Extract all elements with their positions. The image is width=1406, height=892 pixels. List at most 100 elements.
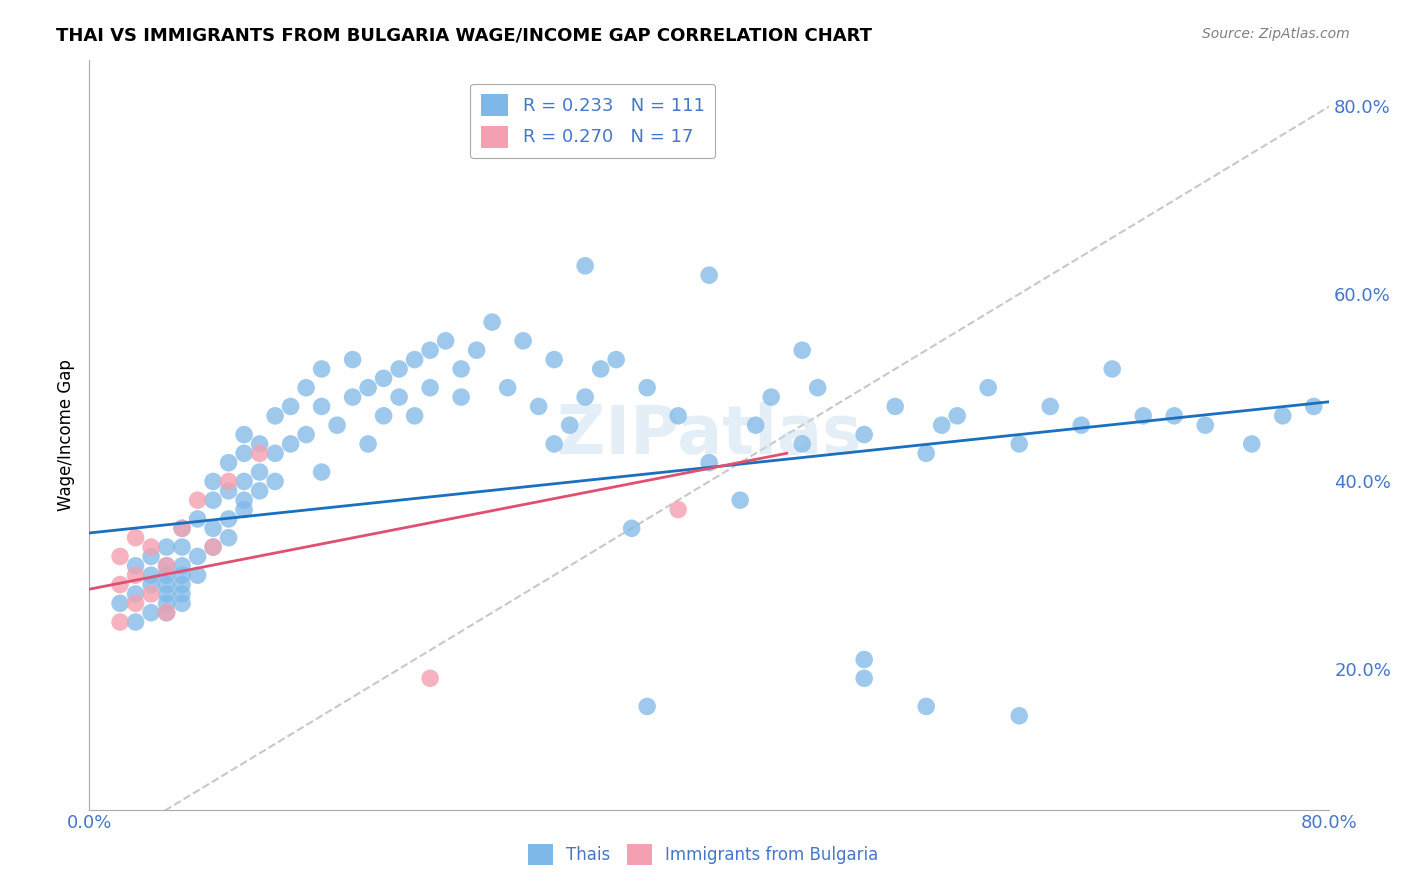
Point [589, 362, 612, 376]
Point [419, 671, 441, 685]
Point [218, 475, 240, 489]
Point [264, 475, 287, 489]
Point [1070, 418, 1092, 433]
Point [218, 483, 240, 498]
Point [357, 437, 380, 451]
Point [450, 390, 472, 404]
Point [853, 652, 876, 666]
Point [946, 409, 969, 423]
Point [697, 268, 720, 283]
Point [202, 521, 225, 535]
Point [450, 362, 472, 376]
Point [636, 381, 658, 395]
Point [202, 475, 225, 489]
Point [155, 606, 177, 620]
Point [1271, 409, 1294, 423]
Point [249, 465, 271, 479]
Point [280, 400, 302, 414]
Point [759, 390, 782, 404]
Point [605, 352, 627, 367]
Point [558, 418, 581, 433]
Point [792, 343, 814, 358]
Point [1194, 418, 1216, 433]
Point [326, 418, 349, 433]
Point [388, 362, 411, 376]
Point [202, 540, 225, 554]
Point [1008, 437, 1031, 451]
Point [187, 568, 209, 582]
Point [233, 446, 256, 460]
Point [155, 568, 177, 582]
Point [124, 615, 146, 629]
Point [574, 259, 596, 273]
Point [155, 596, 177, 610]
Point [218, 512, 240, 526]
Point [233, 475, 256, 489]
Point [202, 540, 225, 554]
Point [465, 343, 488, 358]
Point [853, 427, 876, 442]
Point [108, 596, 131, 610]
Point [108, 549, 131, 564]
Point [124, 587, 146, 601]
Point [1101, 362, 1123, 376]
Point [543, 352, 565, 367]
Point [311, 362, 333, 376]
Point [342, 352, 364, 367]
Point [139, 587, 162, 601]
Text: THAI VS IMMIGRANTS FROM BULGARIA WAGE/INCOME GAP CORRELATION CHART: THAI VS IMMIGRANTS FROM BULGARIA WAGE/IN… [56, 27, 872, 45]
Point [1302, 400, 1324, 414]
Point [373, 371, 395, 385]
Point [481, 315, 503, 329]
Y-axis label: Wage/Income Gap: Wage/Income Gap [58, 359, 75, 510]
Point [807, 381, 830, 395]
Point [744, 418, 766, 433]
Point [884, 400, 907, 414]
Legend: Thais, Immigrants from Bulgaria: Thais, Immigrants from Bulgaria [517, 834, 889, 875]
Point [543, 437, 565, 451]
Legend: R = 0.233   N = 111, R = 0.270   N = 17: R = 0.233 N = 111, R = 0.270 N = 17 [470, 84, 716, 159]
Point [792, 437, 814, 451]
Point [264, 446, 287, 460]
Point [155, 587, 177, 601]
Point [172, 577, 194, 591]
Point [295, 427, 318, 442]
Point [404, 352, 426, 367]
Point [249, 437, 271, 451]
Point [311, 465, 333, 479]
Point [139, 549, 162, 564]
Point [311, 400, 333, 414]
Point [357, 381, 380, 395]
Point [124, 568, 146, 582]
Point [1008, 708, 1031, 723]
Point [172, 558, 194, 573]
Point [496, 381, 519, 395]
Point [915, 699, 938, 714]
Point [124, 558, 146, 573]
Point [172, 568, 194, 582]
Point [388, 390, 411, 404]
Point [527, 400, 550, 414]
Point [187, 512, 209, 526]
Point [172, 521, 194, 535]
Point [218, 531, 240, 545]
Point [139, 577, 162, 591]
Point [249, 483, 271, 498]
Point [155, 577, 177, 591]
Point [264, 409, 287, 423]
Point [342, 390, 364, 404]
Point [419, 343, 441, 358]
Point [666, 409, 689, 423]
Point [1039, 400, 1062, 414]
Point [155, 540, 177, 554]
Point [172, 540, 194, 554]
Point [373, 409, 395, 423]
Point [155, 606, 177, 620]
Point [124, 596, 146, 610]
Point [249, 446, 271, 460]
Point [233, 493, 256, 508]
Point [620, 521, 643, 535]
Point [139, 540, 162, 554]
Point [233, 427, 256, 442]
Text: ZIPatlas: ZIPatlas [557, 401, 862, 467]
